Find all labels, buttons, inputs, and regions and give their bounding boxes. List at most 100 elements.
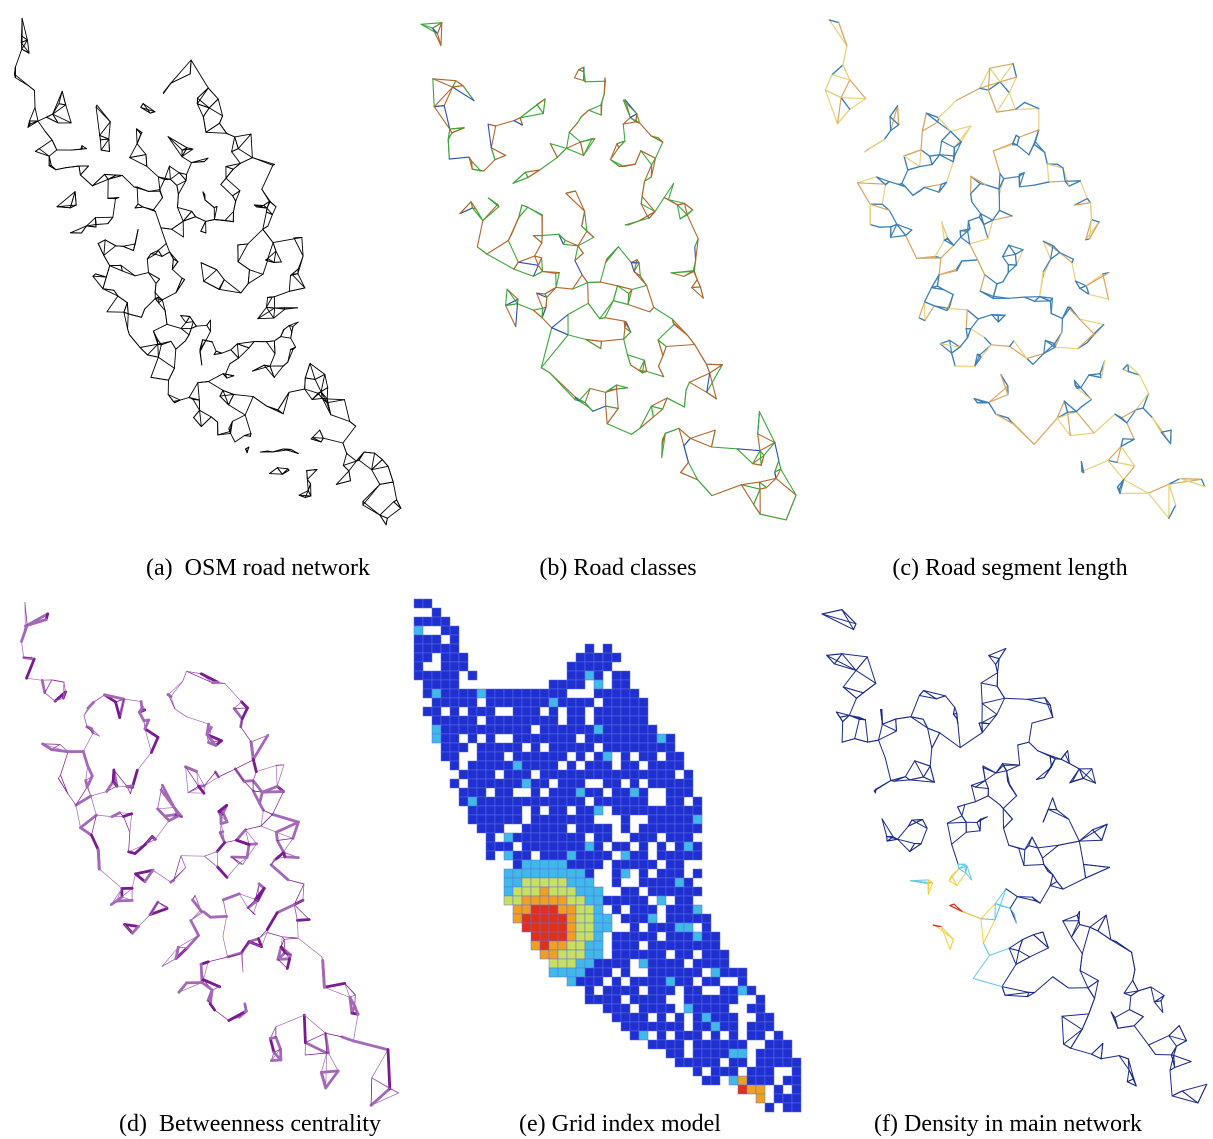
grid-cell [675,923,684,932]
road [712,447,738,449]
road [359,460,372,470]
grid-cell [450,626,459,635]
road [600,301,614,319]
road [630,114,637,118]
road [535,243,542,256]
road [578,246,583,253]
road [889,210,897,224]
road [1045,698,1053,718]
road [140,348,147,355]
grid-cell [567,671,576,680]
grid-cell [711,1004,720,1013]
road [962,260,978,261]
road [1127,423,1134,440]
grid-cell [585,914,594,923]
grid-cell [783,1094,792,1103]
grid-cell [612,1004,621,1013]
grid-cell [693,1040,702,1049]
road [178,207,192,211]
grid-cell [576,959,585,968]
grid-cell [675,1022,684,1031]
road [147,259,148,273]
road [533,310,542,318]
road [154,198,163,210]
grid-cell [639,842,648,851]
road [1051,313,1062,318]
road [1081,400,1091,407]
grid-cell [567,869,576,878]
grid-cell [693,932,702,941]
grid-cell [540,896,549,905]
road [250,270,264,275]
grid-cell [621,752,630,761]
grid-cell [414,671,423,680]
road [135,207,143,208]
road [921,150,930,156]
grid-cell [720,1049,729,1058]
road [227,864,239,878]
grid-cell [558,752,567,761]
road [644,360,646,371]
grid-cell [450,734,459,743]
grid-cell [549,887,558,896]
road [272,207,276,215]
grid-cell [693,914,702,923]
grid-cell [612,941,621,950]
grid-cell [495,716,504,725]
grid-cell [684,824,693,833]
road [181,316,186,323]
road [104,240,105,256]
road [572,191,576,192]
grid-cell [729,968,738,977]
grid-cell [621,851,630,860]
road [1062,319,1063,333]
road [1015,254,1016,265]
road [80,175,92,186]
grid-cell [675,896,684,905]
grid-cell [540,734,549,743]
grid-cell [576,896,585,905]
road [1174,1055,1192,1061]
road [1080,181,1087,199]
road [434,87,452,107]
road [985,185,999,189]
road [1138,987,1151,991]
road [356,452,364,461]
grid-cell [630,806,639,815]
grid-cell [531,734,540,743]
road [88,766,93,776]
grid-cell [675,887,684,896]
grid-cell [720,950,729,959]
grid-cell [594,662,603,671]
road [928,728,932,748]
road [204,777,218,786]
road [1148,493,1169,518]
road [1032,717,1053,723]
grid-cell [441,743,450,752]
grid-cell [711,1076,720,1085]
grid-cell [558,869,567,878]
road [135,844,145,853]
road [196,325,206,326]
road [928,728,940,733]
road [22,641,24,657]
grid-cell [603,959,612,968]
road [220,123,227,133]
road [124,303,127,313]
grid-cell [468,797,477,806]
road [695,345,707,365]
grid-cell [765,1022,774,1031]
grid-cell [693,941,702,950]
grid-cell [774,1058,783,1067]
road [876,781,891,790]
road [323,961,325,988]
grid-cell [513,707,522,716]
grid-cell [549,680,558,689]
road [989,403,996,415]
grid-cell [657,824,666,833]
grid-cell [693,824,702,833]
road [158,177,159,190]
road [118,296,127,303]
road [186,717,208,724]
road [222,350,231,353]
